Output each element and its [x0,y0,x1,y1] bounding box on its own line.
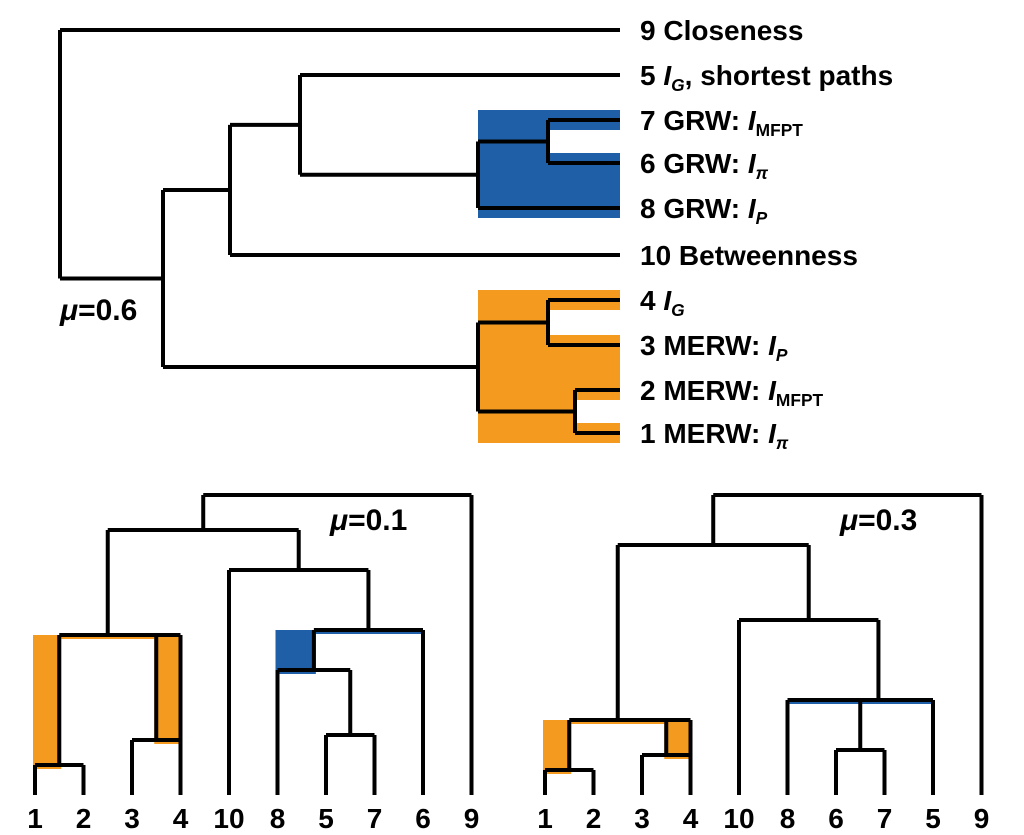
label-5: 5 IG, shortest paths [640,60,893,95]
axis-tick: 3 [634,803,650,834]
axis-tick: 2 [76,803,92,834]
axis-tick: 3 [124,803,140,834]
axis-tick: 6 [415,803,431,834]
label-7: 7 GRW: IMFPT [640,105,803,140]
axis-tick: 8 [780,803,796,834]
axis-tick: 2 [586,803,602,834]
axis-tick: 6 [828,803,844,834]
label-2: 2 MERW: IMFPT [640,375,824,410]
axis-tick: 7 [367,803,383,834]
axis-tick: 8 [270,803,286,834]
label-10: 10 Betweenness [640,240,858,271]
mu-label: μ=0.3 [839,504,917,537]
axis-tick: 10 [213,803,244,834]
label-4: 4 IG [640,285,685,320]
bottom-left-dendrogram: 1 2 3 4 10 8 5 7 6 9 μ=0.1 [27,495,479,834]
axis-tick: 1 [537,803,553,834]
axis-tick: 10 [723,803,754,834]
label-6: 6 GRW: Iπ [640,148,769,183]
axis-tick: 5 [318,803,334,834]
bottom-right-dendrogram: 1 2 3 4 10 8 6 7 5 9 μ=0.3 [537,495,989,834]
mu-label-top: μ=0.6 [59,294,137,327]
axis-tick: 9 [974,803,990,834]
axis-tick: 7 [877,803,893,834]
top-dendrogram: 9 Closeness 5 IG, shortest paths 7 GRW: IM… [59,15,893,453]
dendrogram-figure: 9 Closeness 5 IG, shortest paths 7 GRW: IM… [0,0,1024,835]
axis-tick: 4 [683,803,699,834]
axis-tick: 1 [27,803,43,834]
label-3: 3 MERW: IP [640,330,788,365]
axis-tick: 4 [173,803,189,834]
label-9: 9 Closeness [640,15,803,46]
label-1: 1 MERW: Iπ [640,418,789,453]
label-8: 8 GRW: IP [640,193,768,228]
mu-label: μ=0.1 [329,504,407,537]
axis-tick: 9 [464,803,480,834]
axis-tick: 5 [925,803,941,834]
